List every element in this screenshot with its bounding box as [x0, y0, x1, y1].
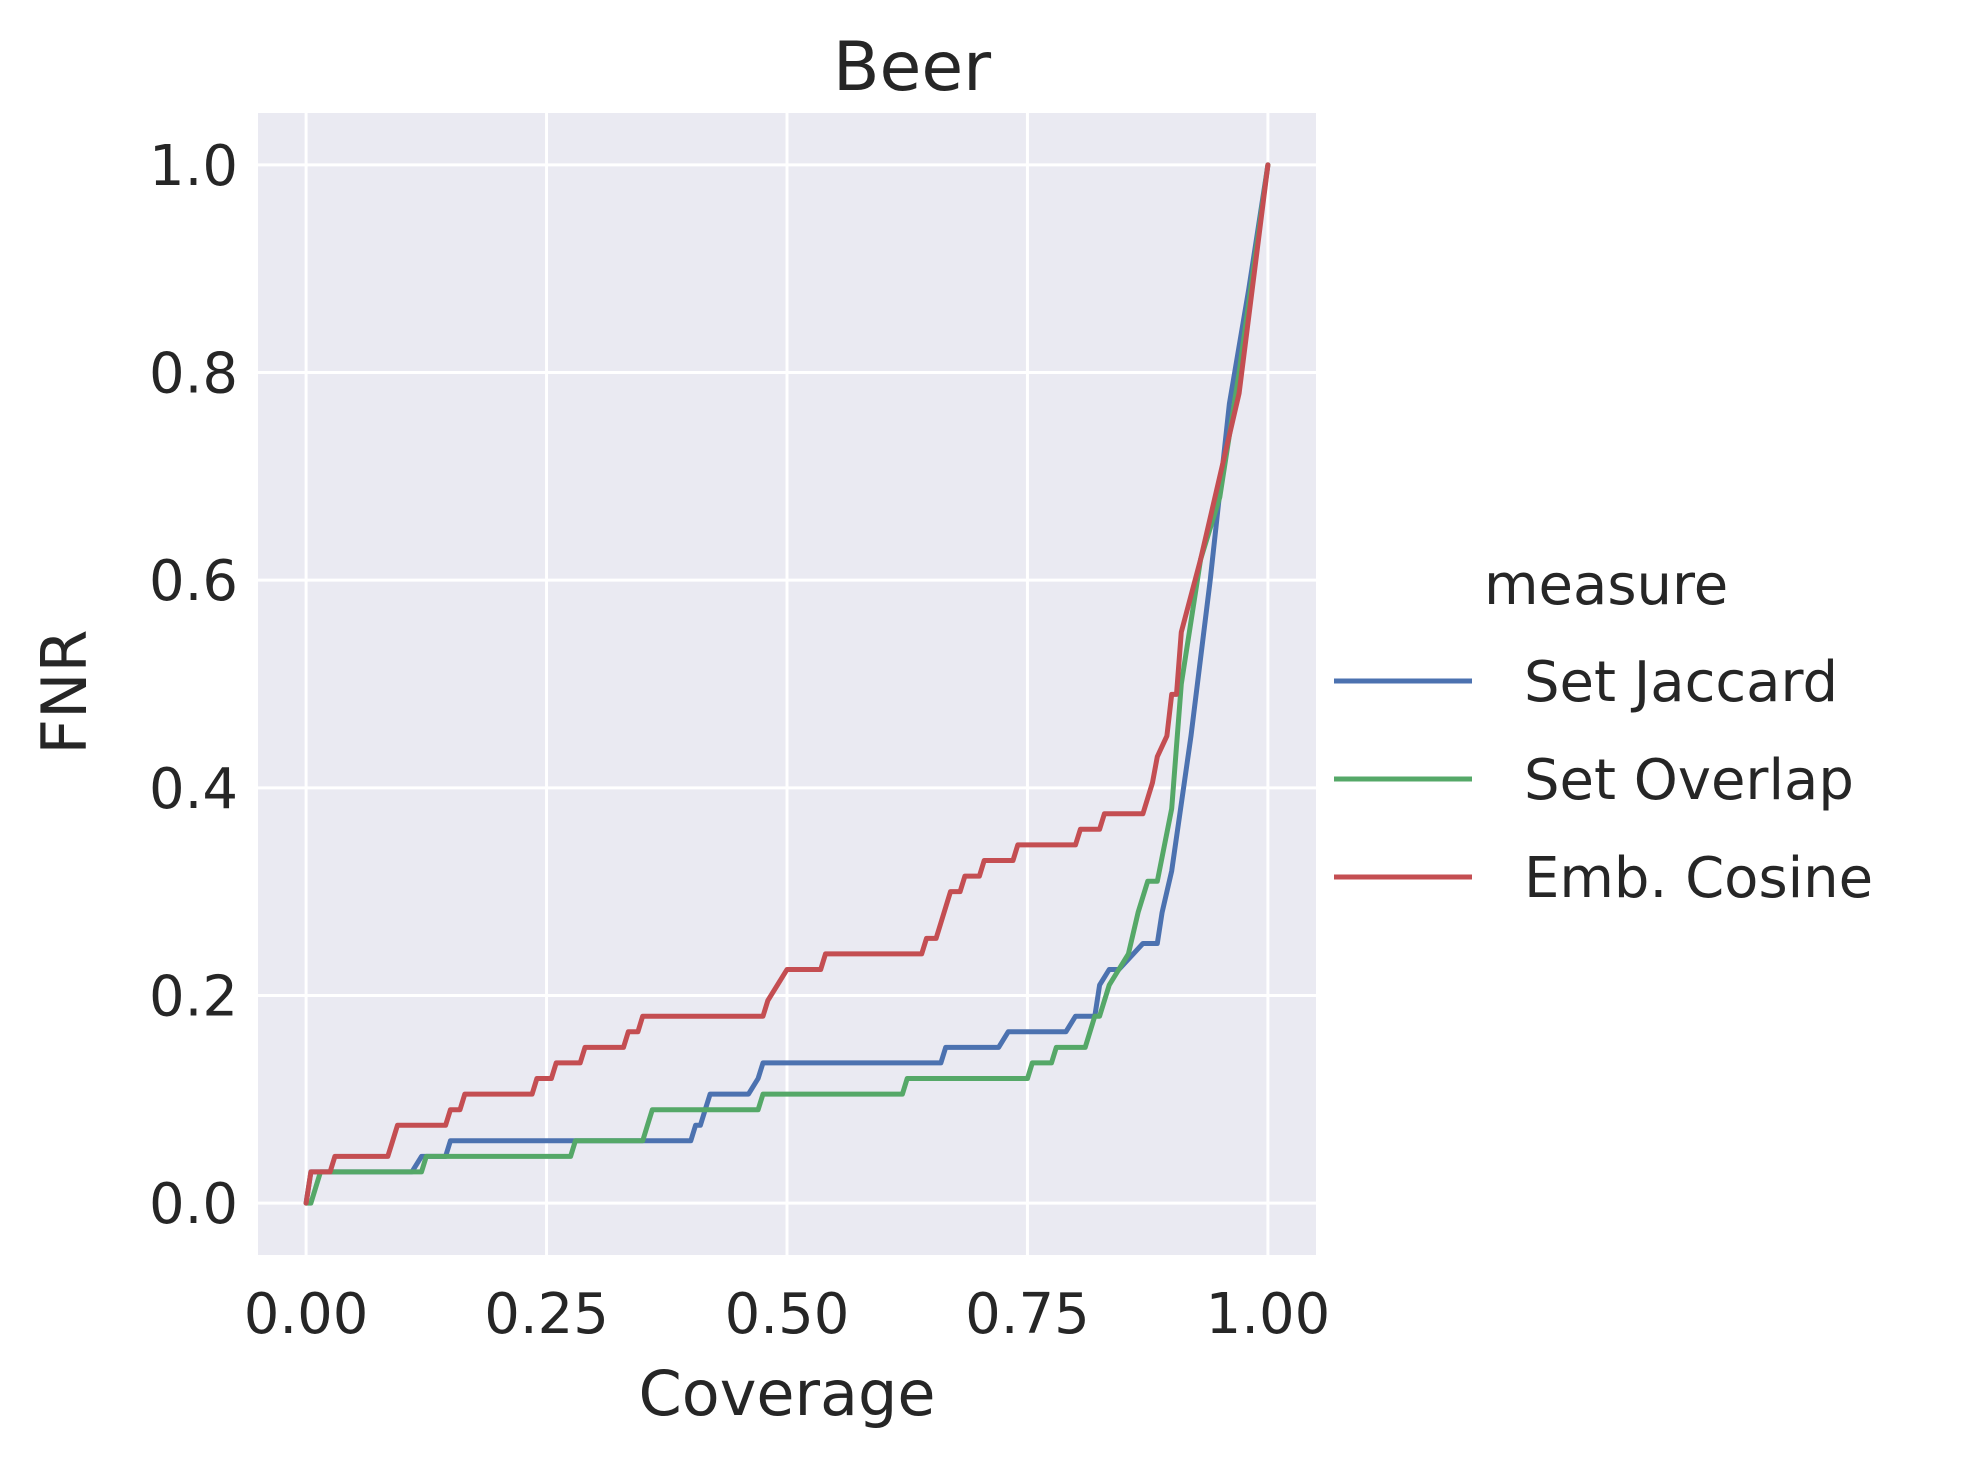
- legend-label: Emb. Cosine: [1524, 846, 1873, 911]
- x-axis-title: Coverage: [638, 1357, 935, 1430]
- series-line-emb-cosine: [303, 162, 1271, 1206]
- y-tick-label: 0.4: [149, 757, 238, 822]
- chart-title: Beer: [833, 28, 991, 107]
- x-tick-label: 0.50: [725, 1282, 850, 1347]
- legend: measure Set Jaccard Set Overlap Emb. Cosin…: [1334, 553, 1873, 911]
- legend-label: Set Overlap: [1524, 748, 1854, 813]
- y-tick-label: 1.0: [149, 134, 238, 199]
- y-tick-label: 0.8: [149, 342, 238, 407]
- x-tick-label: 0.00: [244, 1282, 369, 1347]
- series-line-set-overlap: [303, 162, 1271, 1206]
- x-tick-label: 0.25: [484, 1282, 609, 1347]
- y-tick-labels: 0.0 0.2 0.4 0.6 0.8 1.0: [149, 134, 238, 1237]
- y-tick-label: 0.2: [149, 964, 238, 1029]
- y-tick-label: 0.0: [149, 1172, 238, 1237]
- grid: [258, 113, 1316, 1255]
- y-axis-title: FNR: [28, 629, 101, 754]
- series-line-set-jaccard: [303, 162, 1271, 1206]
- series-lines: [303, 162, 1271, 1206]
- legend-title: measure: [1484, 553, 1728, 618]
- x-tick-labels: 0.00 0.25 0.50 0.75 1.00: [244, 1282, 1331, 1347]
- x-tick-label: 0.75: [965, 1282, 1090, 1347]
- x-tick-label: 1.00: [1206, 1282, 1331, 1347]
- y-tick-label: 0.6: [149, 549, 238, 614]
- legend-items: Set Jaccard Set Overlap Emb. Cosine: [1334, 650, 1873, 911]
- legend-label: Set Jaccard: [1524, 650, 1838, 715]
